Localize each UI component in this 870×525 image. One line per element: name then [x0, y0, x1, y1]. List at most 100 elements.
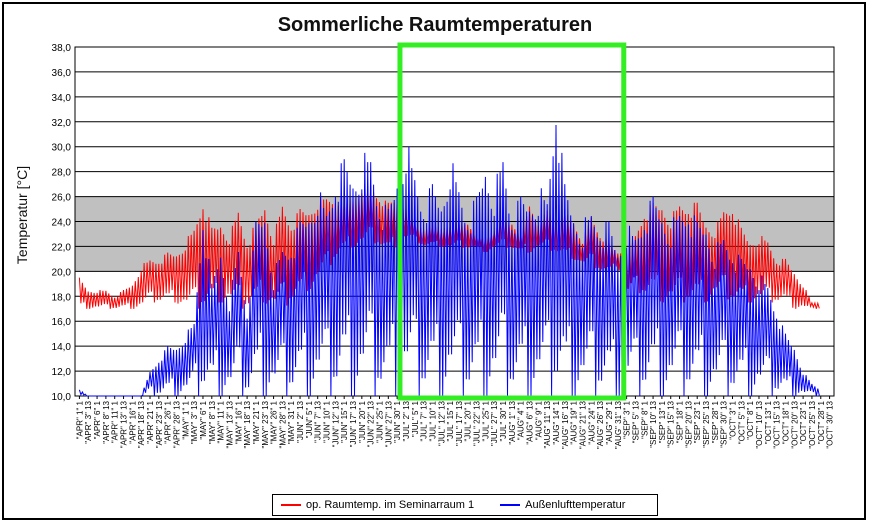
x-tick-label: "OCT" 10" 13 [755, 400, 764, 448]
x-tick-label: "AUG" 16" 13 [561, 400, 570, 449]
x-tick-label: "SEP" 3" 1 [623, 400, 632, 438]
x-tick-label: "JUL" 12" 13 [437, 400, 446, 446]
x-tick-label: "AUG" 11" 13 [543, 400, 552, 448]
x-tick-label: "MAY" 31" 1 [287, 400, 296, 444]
x-tick-label: "JUL" 5" 1 [411, 400, 420, 437]
x-tick-label: "JUN" 30" 1 [393, 400, 402, 442]
x-tick-label: "MAY" 13" 13 [225, 400, 234, 448]
x-tick-label: "APR" 23" 13 [155, 400, 164, 448]
x-tick-label: "JUN" 22" 13 [367, 400, 376, 447]
y-tick-label: 14,0 [52, 342, 72, 353]
x-tick-label: "JUN" 7" 13 [314, 400, 323, 442]
x-tick-label: "AUG" 19" 1 [570, 400, 579, 444]
x-tick-label: "JUL" 25" 1 [481, 400, 490, 441]
x-tick-label: "AUG" 4" 1 [517, 400, 526, 440]
x-tick-label: "SEP" 25" 13 [702, 400, 711, 447]
chart-legend: op. Raumtemp. im Seminarraum 1 Außenluft… [272, 494, 658, 516]
x-tick-label: "SEP" 10" 13 [649, 400, 658, 447]
x-tick-label: "SEP" 20" 13 [684, 400, 693, 447]
x-tick-label: "OCT" 13" 1 [764, 400, 773, 444]
x-tick-label: "OCT" 30" 13 [826, 400, 835, 448]
y-tick-label: 38,0 [52, 43, 72, 54]
x-tick-label: "JUN" 12" 13 [331, 400, 340, 447]
y-tick-label: 30,0 [52, 143, 72, 154]
legend-label-indoor: op. Raumtemp. im Seminarraum 1 [306, 499, 475, 511]
x-tick-label: "JUN" 2" 13 [296, 400, 305, 442]
x-tick-label: "SEP" 28" 1 [711, 400, 720, 443]
x-tick-label: "MAY" 18" 13 [243, 400, 252, 448]
series-line-outdoor [78, 124, 820, 397]
x-tick-label: "APR" 13" 13 [120, 400, 129, 448]
x-tick-label: "AUG" 29" 1 [605, 400, 614, 444]
x-tick-label: "JUN" 20" 1 [358, 400, 367, 442]
x-tick-label: "APR" 26" 1 [164, 400, 173, 443]
x-tick-label: "MAY" 26" 1 [270, 400, 279, 444]
x-tick-label: "AUG" 26" 13 [596, 400, 605, 449]
x-tick-label: "OCT" 5" 13 [737, 400, 746, 444]
x-tick-label: "MAY" 21" 1 [252, 400, 261, 444]
y-tick-label: 32,0 [52, 118, 72, 129]
comfort-band [75, 196, 834, 272]
legend-swatch-outdoor [500, 504, 521, 506]
chart-title: Sommerliche Raumtemperaturen [277, 14, 593, 36]
x-tick-label: "APR" 18" 13 [137, 400, 146, 448]
x-tick-label: "JUL" 7" 13 [420, 400, 429, 441]
x-tick-label: "MAY" 11" 1 [217, 400, 226, 443]
x-tick-label: "SEP" 23" 1 [693, 400, 702, 443]
y-tick-label: 16,0 [52, 317, 72, 328]
x-tick-label: "JUL" 20" 1 [464, 400, 473, 441]
x-tick-label: "AUG" 21" 13 [578, 400, 587, 449]
y-tick-label: 18,0 [52, 292, 72, 303]
y-tick-label: 22,0 [52, 242, 72, 253]
x-tick-label: "SEP" 5" 13 [631, 400, 640, 443]
x-tick-label: "MAY" 28" 13 [278, 400, 287, 448]
x-tick-label: "OCT" 18" 1 [781, 400, 790, 444]
x-tick-label: "MAY" 23" 13 [261, 400, 270, 448]
legend-item-indoor: op. Raumtemp. im Seminarraum 1 [281, 499, 474, 511]
x-tick-label: "OCT" 20" 13 [790, 400, 799, 448]
x-tick-label: "APR" 8" 13 [102, 400, 111, 443]
x-tick-label: "JUL" 27" 13 [490, 400, 499, 446]
x-tick-label: "APR" 21" 1 [146, 400, 155, 443]
x-tick-label: "JUN" 5" 1 [305, 400, 314, 438]
x-tick-label: "AUG" 6" 13 [526, 400, 535, 444]
x-tick-label: "OCT" 8" 1 [746, 400, 755, 439]
x-tick-label: "AUG" 24" 1 [587, 400, 596, 444]
x-tick-label: "JUL" 2" 13 [402, 400, 411, 441]
y-tick-label: 36,0 [52, 68, 72, 79]
x-tick-label: "MAY" 8" 13 [208, 400, 217, 444]
x-tick-label: "AUG" 9" 1 [534, 400, 543, 440]
y-tick-label: 10,0 [52, 392, 72, 403]
legend-label-outdoor: Außenlufttemperatur [525, 499, 626, 511]
x-tick-label: "JUL" 17" 13 [455, 400, 464, 446]
x-tick-label: "APR" 16" 1 [128, 400, 137, 443]
x-tick-label: "SEP" 15" 13 [667, 400, 676, 447]
legend-item-outdoor: Außenlufttemperatur [500, 499, 625, 511]
y-tick-label: 34,0 [52, 93, 72, 104]
x-tick-label: "OCT" 25" 13 [808, 400, 817, 448]
x-tick-label: "SEP" 13" 1 [658, 400, 667, 443]
x-tick-label: "JUN" 10" 1 [323, 400, 332, 442]
x-tick-label: "JUL" 10" 1 [428, 400, 437, 441]
x-tick-label: "OCT" 3" 1 [729, 400, 738, 439]
x-tick-label: "SEP" 18" 1 [676, 400, 685, 443]
x-tick-label: "JUN" 27" 13 [384, 400, 393, 447]
y-tick-label: 24,0 [52, 218, 72, 229]
x-tick-label: "OCT" 15" 13 [773, 400, 782, 448]
x-tick-label: "JUN" 25" 1 [375, 400, 384, 442]
y-tick-label: 20,0 [52, 267, 72, 278]
x-tick-label: "APR" 11" 1 [111, 400, 120, 443]
x-tick-label: "AUG" 1" 13 [508, 400, 517, 444]
y-tick-label: 28,0 [52, 168, 72, 179]
x-tick-label: "SEP" 8" 1 [640, 400, 649, 438]
x-tick-label: "JUN" 15" 1 [340, 400, 349, 442]
x-tick-label: "MAY" 16" 1 [234, 400, 243, 444]
x-tick-label: "MAY" 6" 1 [199, 400, 208, 439]
x-tick-label: "MAY" 1" 1 [181, 400, 190, 439]
x-tick-label: "APR" 6" 1 [93, 400, 102, 439]
x-tick-label: "JUL" 22" 13 [473, 400, 482, 446]
x-tick-label: "JUL" 30" 1 [499, 400, 508, 441]
x-tick-label: "AUG" 14" 1 [552, 400, 561, 444]
x-tick-label: "MAY" 3" 13 [190, 400, 199, 444]
x-tick-label: "AUG" 31" 13 [614, 400, 623, 449]
